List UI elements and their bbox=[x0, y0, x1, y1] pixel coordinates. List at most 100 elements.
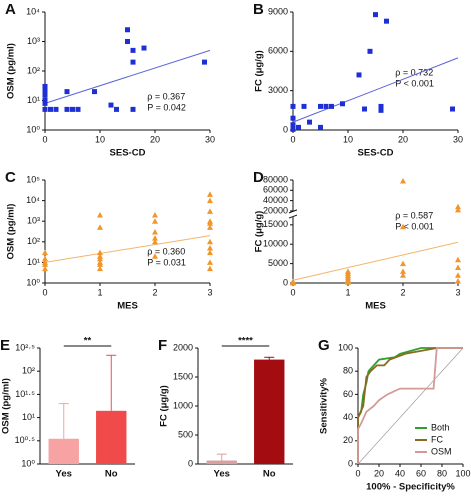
legend-label: OSM bbox=[431, 446, 452, 456]
point bbox=[97, 265, 103, 272]
point bbox=[42, 89, 48, 95]
y-tick-label: 10¹ bbox=[27, 257, 40, 267]
point bbox=[114, 106, 119, 112]
point bbox=[207, 224, 213, 230]
point bbox=[207, 238, 213, 245]
x-tick-label: 20 bbox=[374, 468, 384, 478]
y-axis-label: OSM (pg/ml) bbox=[6, 43, 17, 99]
y-tick-label: 10⁵ bbox=[26, 174, 40, 184]
point bbox=[340, 101, 345, 107]
x-tick-label: 2 bbox=[400, 287, 405, 297]
x-axis-label: SES-CD bbox=[358, 148, 394, 159]
point bbox=[152, 253, 158, 259]
y-tick-label: 1000 bbox=[173, 400, 193, 410]
x-tick-label: 0 bbox=[290, 287, 295, 297]
point bbox=[130, 106, 136, 112]
point bbox=[290, 278, 296, 284]
y-tick-label: 10³ bbox=[27, 216, 40, 226]
point bbox=[301, 103, 307, 109]
y-tick-label: 10⁴ bbox=[26, 195, 40, 205]
y-tick-label: 60 bbox=[343, 389, 353, 399]
x-axis-label: 100% - Specificity% bbox=[366, 482, 455, 493]
y-tick-label: 10⁰ bbox=[26, 277, 40, 287]
panel-label: C bbox=[5, 169, 16, 186]
annotation: P < 0.001 bbox=[395, 221, 434, 231]
y-tick-label: 10¹ bbox=[27, 95, 40, 105]
point bbox=[373, 12, 378, 18]
point bbox=[152, 228, 158, 235]
y-axis-label: FC (μg/g) bbox=[254, 211, 265, 253]
bar bbox=[48, 438, 79, 464]
point bbox=[152, 218, 158, 224]
roc-curve bbox=[357, 347, 463, 464]
point bbox=[152, 235, 158, 241]
point bbox=[455, 264, 461, 270]
y-tick-label: 80 bbox=[343, 366, 353, 376]
point bbox=[455, 256, 461, 263]
point bbox=[48, 106, 53, 112]
x-tick-label: 30 bbox=[453, 134, 463, 144]
point bbox=[207, 197, 213, 204]
bar bbox=[206, 460, 237, 464]
trend-line bbox=[44, 49, 211, 104]
point bbox=[42, 255, 48, 262]
y-axis-label: OSM (pg/ml) bbox=[1, 378, 12, 434]
point bbox=[455, 206, 461, 213]
point bbox=[318, 103, 323, 109]
point bbox=[97, 249, 103, 256]
annotation: ρ = 0.587 bbox=[395, 210, 433, 220]
y-tick-label: 80000 bbox=[263, 174, 288, 184]
point bbox=[290, 103, 296, 109]
x-tick-label: 1 bbox=[97, 287, 102, 297]
point bbox=[455, 278, 461, 284]
point bbox=[42, 261, 48, 267]
point bbox=[307, 119, 312, 125]
x-tick-label: 10 bbox=[343, 134, 353, 144]
panel-label: A bbox=[5, 1, 16, 18]
x-tick-label: 0 bbox=[42, 287, 47, 297]
point bbox=[92, 89, 97, 95]
point bbox=[70, 106, 75, 112]
point bbox=[356, 72, 362, 78]
y-tick-label: 10⁰ bbox=[21, 458, 35, 468]
x-tick-label: 0 bbox=[290, 134, 295, 144]
point bbox=[290, 122, 296, 128]
bar bbox=[254, 359, 285, 464]
point bbox=[207, 265, 213, 272]
point bbox=[97, 211, 103, 218]
x-tick-label: 10 bbox=[95, 134, 105, 144]
trend-line bbox=[292, 241, 459, 281]
y-axis-label: FC (μg/g) bbox=[254, 50, 265, 92]
point bbox=[64, 89, 70, 95]
significance: ** bbox=[84, 336, 92, 347]
x-tick-label: Yes bbox=[214, 469, 230, 480]
y-tick-label: 500 bbox=[178, 429, 193, 439]
y-tick-label: 10000 bbox=[263, 239, 288, 249]
point bbox=[367, 48, 373, 54]
y-tick-label: 10⁰·⁵ bbox=[15, 435, 36, 445]
point bbox=[400, 268, 406, 274]
annotation: ρ = 0.367 bbox=[147, 91, 185, 101]
point bbox=[400, 272, 406, 278]
trend-line bbox=[44, 235, 211, 263]
y-tick-label: 9000 bbox=[268, 6, 288, 16]
panel-label: G bbox=[318, 337, 330, 354]
y-tick-label: 10² bbox=[27, 236, 40, 246]
panel-label: F bbox=[158, 337, 167, 354]
point bbox=[329, 103, 334, 109]
point bbox=[290, 126, 296, 132]
y-tick-label: 10¹·⁵ bbox=[15, 389, 35, 399]
y-tick-label: 2000 bbox=[173, 342, 193, 352]
panel-label: D bbox=[253, 169, 264, 186]
x-tick-label: Yes bbox=[56, 469, 72, 480]
point bbox=[97, 224, 103, 230]
panel-label: B bbox=[253, 1, 264, 18]
point bbox=[130, 47, 136, 53]
x-tick-label: 30 bbox=[205, 134, 215, 144]
point bbox=[125, 39, 130, 44]
point bbox=[450, 106, 455, 112]
point bbox=[207, 220, 213, 226]
y-tick-label: 20000 bbox=[263, 205, 288, 215]
y-tick-label: 40 bbox=[343, 412, 353, 422]
